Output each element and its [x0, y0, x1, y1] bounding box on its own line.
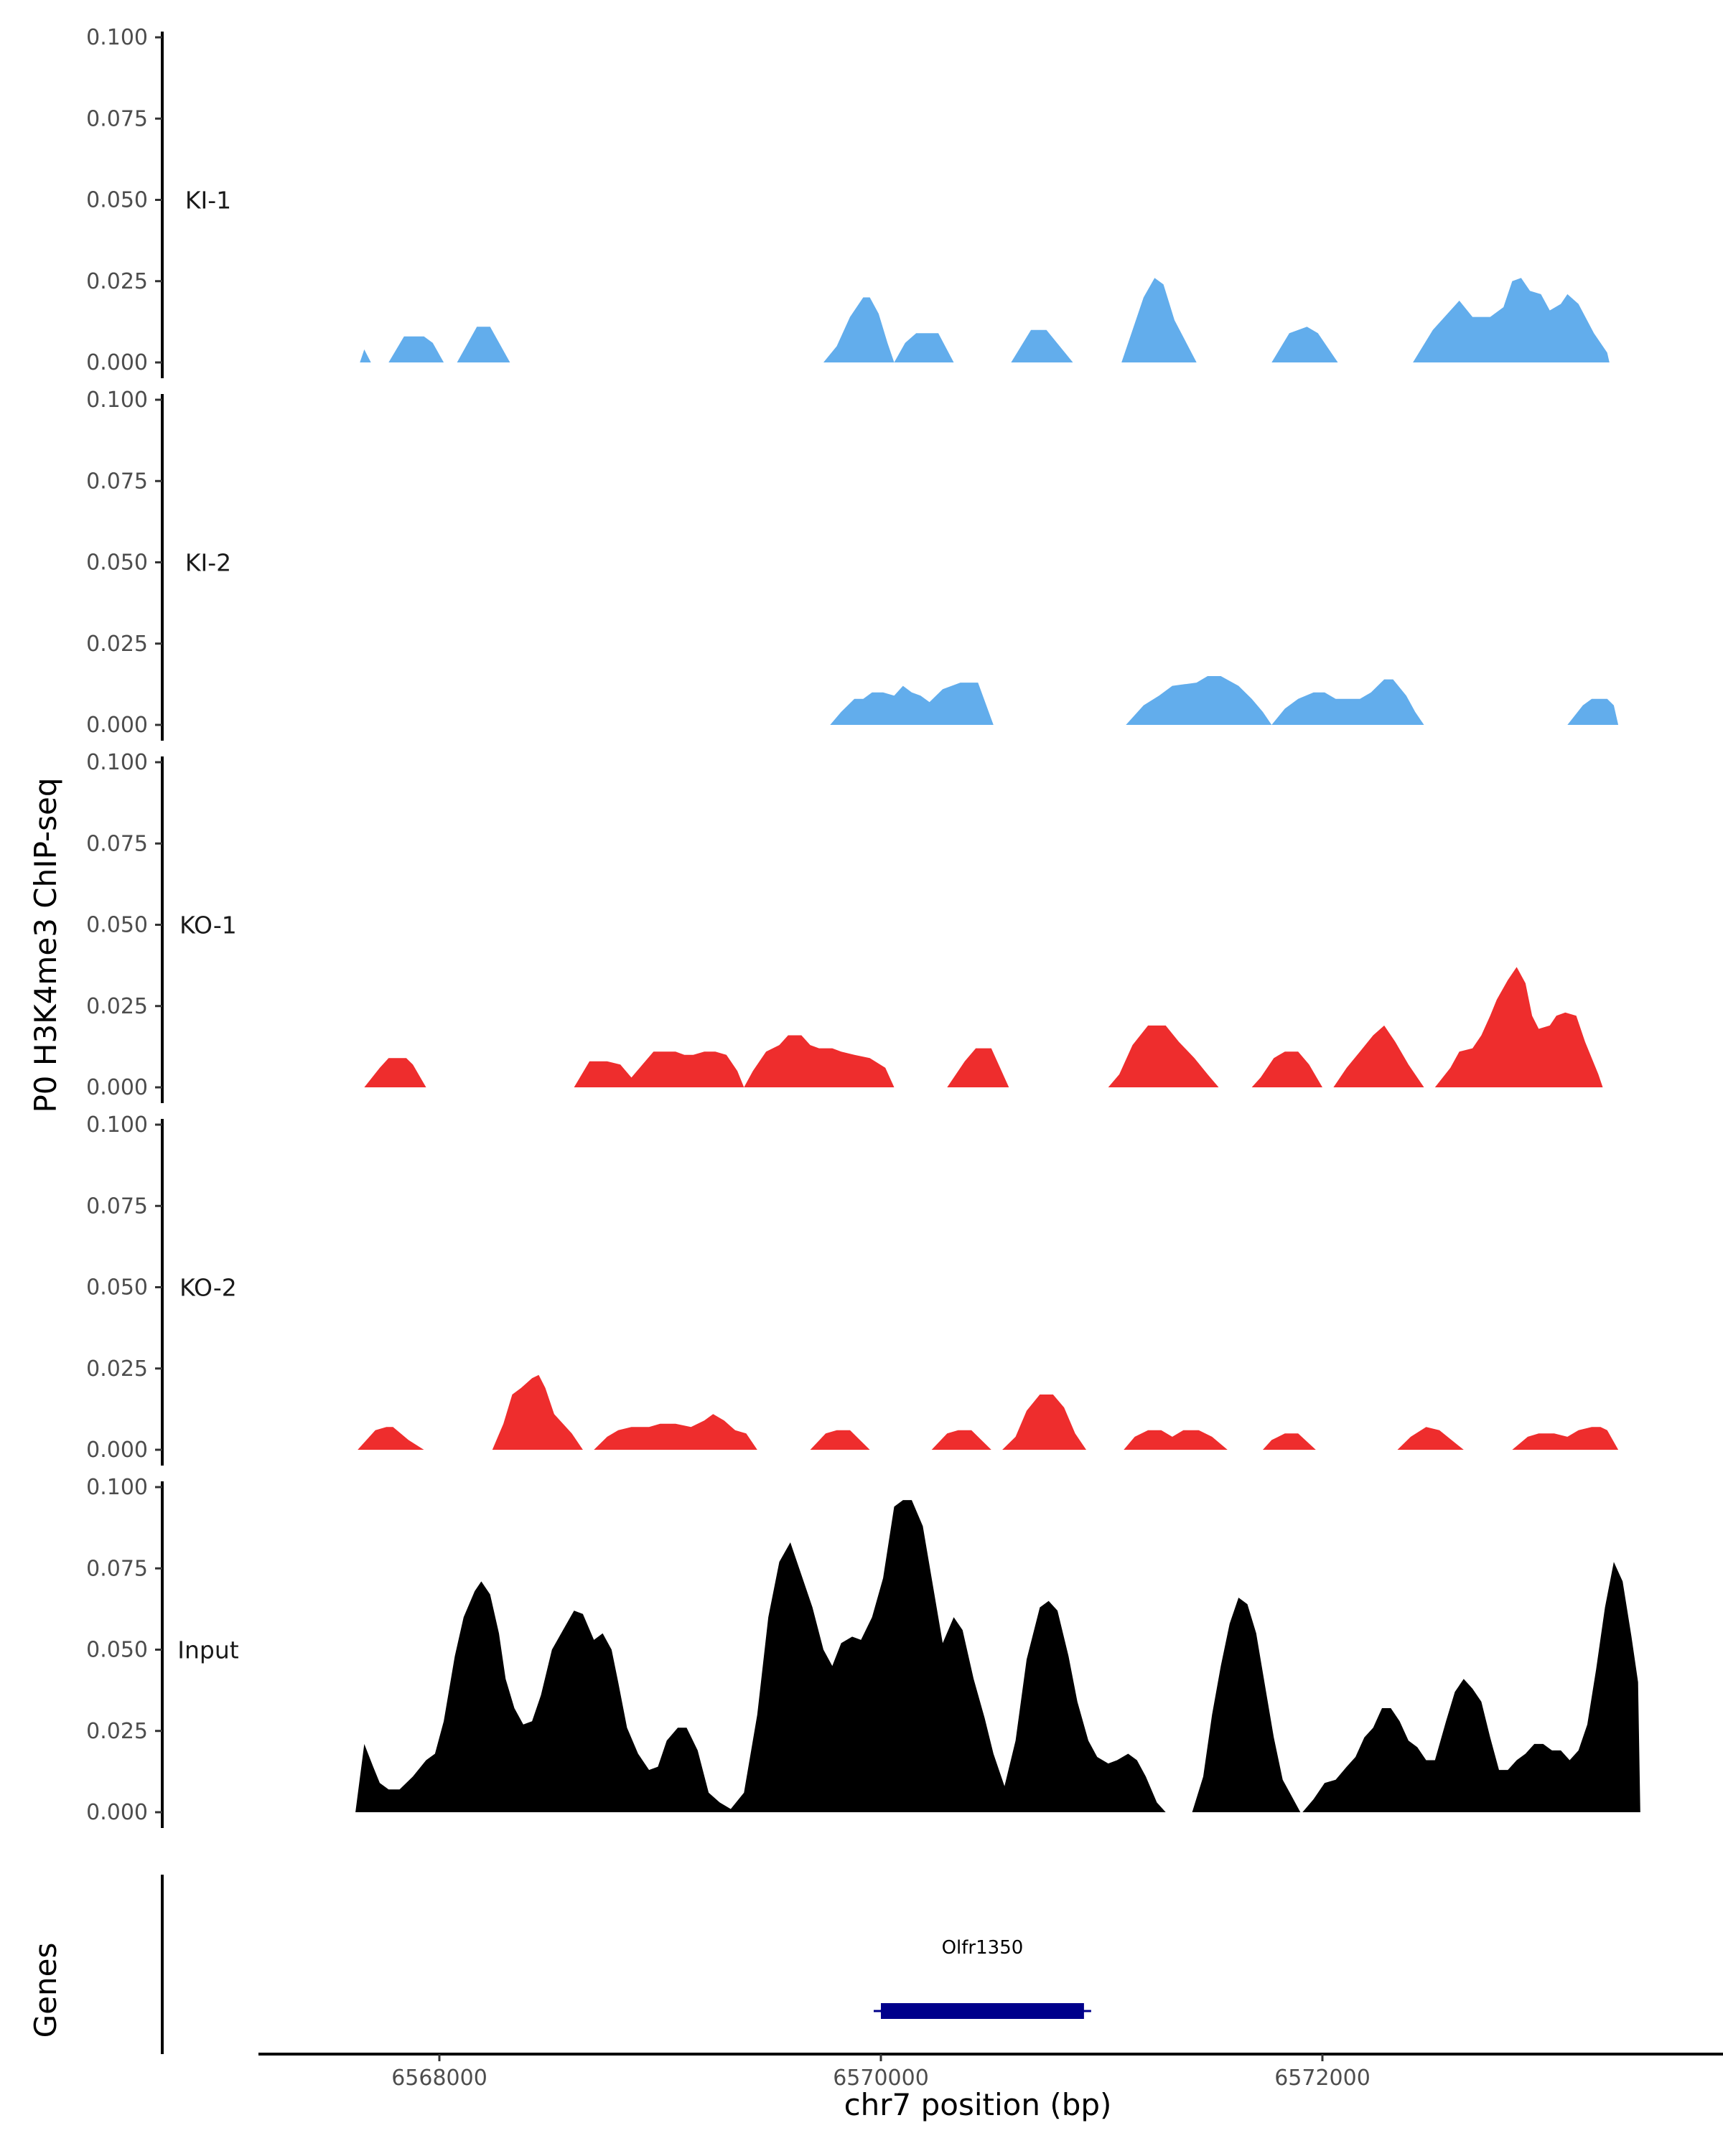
x-axis: 6568000 6570000 6572000 [258, 2053, 1723, 2091]
track-ki-1-y-tick-label: 0.100 [86, 25, 148, 50]
track-ko-1-y-tick-label: 0.000 [86, 1075, 148, 1100]
genes-track-title: Genes [28, 1943, 63, 2038]
track-ko-2-peak-3 [594, 1414, 757, 1450]
track-input-y-tick-label: 0.025 [86, 1719, 148, 1744]
track-label-input: Input [177, 1636, 239, 1664]
track-ko-2-peak-8 [1263, 1433, 1316, 1450]
track-ki-1-peak-5 [1011, 329, 1073, 362]
track-ki-2-peak-3 [1567, 698, 1619, 725]
track-ko-2: 0.000 0.025 0.050 0.075 0.100 KO-2 [86, 1112, 1619, 1466]
track-ko-2-peak-6 [1002, 1395, 1086, 1450]
track-ki-1-y-tick-label: 0.025 [86, 269, 148, 294]
track-ki-1-peak-8 [1413, 278, 1610, 362]
genes-track: Olfr1350 [161, 1875, 1091, 2054]
track-ko-1-peak-6 [1333, 1025, 1424, 1087]
track-ko-1-peak-4 [1108, 1025, 1219, 1087]
gene-olfr1350-strand-arrow-icon [879, 2004, 889, 2018]
tracks-layer: 0.0000.0250.0500.0750.100KI-10.0000.0250… [86, 25, 1640, 1828]
track-ko-2-peak-9 [1397, 1427, 1464, 1450]
track-ki-2-y-tick-label: 0.100 [86, 388, 148, 413]
track-ko-1-peak-2 [574, 1035, 895, 1087]
track-input-peak-3 [1302, 1562, 1640, 1812]
track-ko-2-peak-5 [931, 1430, 991, 1450]
track-ki-2-peak-1 [830, 683, 994, 725]
track-ki-2-peak-2 [1126, 676, 1424, 725]
track-ko-1-peak-7 [1434, 967, 1603, 1087]
x-tick-label: 6570000 [833, 2066, 929, 2091]
track-ko-2-peak-10 [1512, 1427, 1619, 1450]
track-label-ki-2: KI-2 [185, 549, 231, 577]
track-ko-2-y-tick-label: 0.075 [86, 1194, 148, 1219]
track-ki-1-peak-4 [823, 297, 954, 362]
track-ki-1-y-tick-label: 0.075 [86, 106, 148, 131]
track-ko-1: 0.000 0.025 0.050 0.075 0.100 KO-1 [86, 750, 1603, 1103]
track-ko-1-y-tick-label: 0.050 [86, 913, 148, 938]
track-ko-2-peak-1 [358, 1427, 424, 1450]
x-tick-label: 6572000 [1274, 2066, 1371, 2091]
track-ko-2-y-tick-label: 0.025 [86, 1356, 148, 1382]
track-ko-2-y-tick-label: 0.100 [86, 1112, 148, 1138]
track-ko-1-y-tick-label: 0.025 [86, 994, 148, 1019]
track-ki-1-y-tick-label: 0.000 [86, 350, 148, 375]
track-ko-1-peak-3 [947, 1048, 1009, 1087]
track-ko-2-y-tick-label: 0.050 [86, 1275, 148, 1300]
track-ko-2-peak-4 [810, 1430, 870, 1450]
track-ki-2-y-tick-label: 0.025 [86, 632, 148, 657]
track-ki-2-y-tick-label: 0.075 [86, 469, 148, 494]
track-ki-1-y-tick-label: 0.050 [86, 188, 148, 213]
track-input-peak-1 [355, 1500, 1166, 1812]
track-input-y-tick-label: 0.000 [86, 1800, 148, 1825]
y-axis-title: P0 H3K4me3 ChIP-seq [28, 777, 63, 1112]
track-ki-2-y-tick-label: 0.000 [86, 713, 148, 738]
track-ko-1-peak-1 [364, 1058, 426, 1087]
x-axis-title: chr7 position (bp) [844, 2087, 1112, 2122]
track-ko-1-y-tick-label: 0.100 [86, 750, 148, 775]
track-ko-2-y-tick-label: 0.000 [86, 1438, 148, 1463]
track-ko-2-peak-2 [492, 1374, 583, 1450]
track-ki-2-y-tick-label: 0.050 [86, 550, 148, 576]
track-input: 0.000 0.025 0.050 0.075 0.100 Input [86, 1475, 1640, 1828]
track-ki-2: 0.000 0.025 0.050 0.075 0.100 KI-2 [86, 388, 1619, 741]
track-ki-1-peak-2 [388, 336, 444, 362]
track-input-y-tick-label: 0.100 [86, 1475, 148, 1500]
track-ko-1-y-tick-label: 0.075 [86, 831, 148, 856]
x-tick-label: 6568000 [391, 2066, 487, 2091]
track-input-peak-2 [1192, 1598, 1301, 1812]
track-ki-1-peak-3 [457, 327, 510, 362]
track-ki-1-peak-1 [360, 349, 371, 362]
track-label-ko-1: KO-1 [179, 911, 237, 939]
track-label-ko-2: KO-2 [179, 1274, 237, 1302]
track-input-y-tick-label: 0.050 [86, 1638, 148, 1663]
track-ko-1-peak-5 [1251, 1051, 1322, 1087]
track-label-ki-1: KI-1 [185, 187, 231, 215]
track-ki-1-peak-6 [1121, 278, 1197, 362]
gene-olfr1350-label: Olfr1350 [942, 1937, 1024, 1959]
track-ki-1: 0.000 0.025 0.050 0.075 0.100 KI-1 [86, 25, 1610, 378]
track-input-y-tick-label: 0.075 [86, 1556, 148, 1581]
track-ko-2-peak-7 [1124, 1430, 1228, 1450]
gene-olfr1350: Olfr1350 [874, 1937, 1091, 2019]
track-ki-1-peak-7 [1271, 327, 1338, 362]
